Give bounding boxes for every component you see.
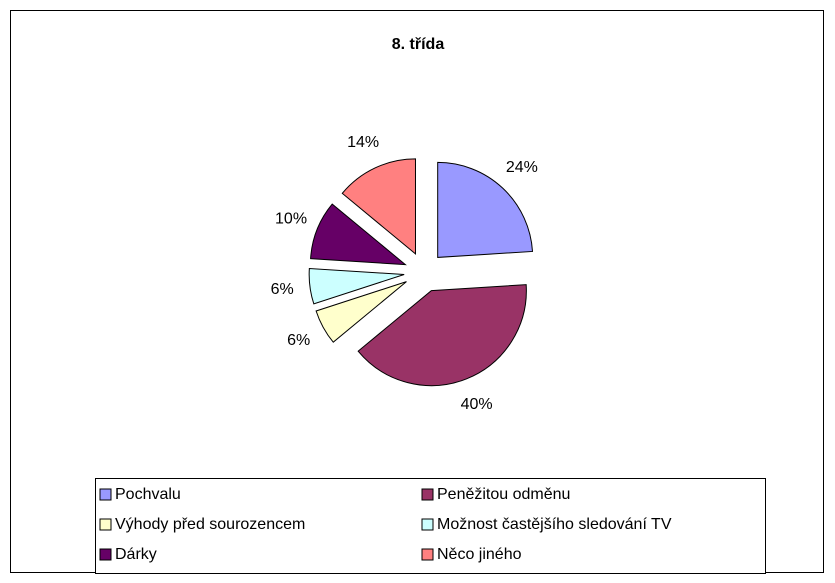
legend-label: Peněžitou odměnu [437, 486, 570, 503]
pie-slice [308, 268, 405, 305]
data-label: 14% [347, 134, 379, 151]
chart-title: 8. třída [392, 36, 445, 53]
legend-label: Dárky [115, 546, 157, 563]
legend-label: Výhody před sourozencem [115, 516, 305, 533]
data-label: 6% [271, 281, 294, 298]
pie-slice [357, 284, 527, 387]
data-label: 40% [461, 396, 493, 413]
legend-label: Možnost častějšího sledování TV [437, 516, 672, 533]
pie-slice [310, 203, 407, 266]
pie-slice [437, 161, 534, 258]
pie-slice [315, 281, 407, 343]
legend-swatch [99, 548, 112, 561]
legend-swatch [99, 488, 112, 501]
data-label: 10% [275, 211, 307, 228]
legend-label: Něco jiného [437, 546, 522, 563]
legend-swatch [421, 518, 434, 531]
pie-slice [341, 158, 416, 255]
data-label: 6% [287, 332, 310, 349]
data-label: 24% [506, 159, 538, 176]
legend-label: Pochvalu [115, 486, 181, 503]
legend-swatch [421, 548, 434, 561]
legend-swatch [99, 518, 112, 531]
legend-swatch [421, 488, 434, 501]
